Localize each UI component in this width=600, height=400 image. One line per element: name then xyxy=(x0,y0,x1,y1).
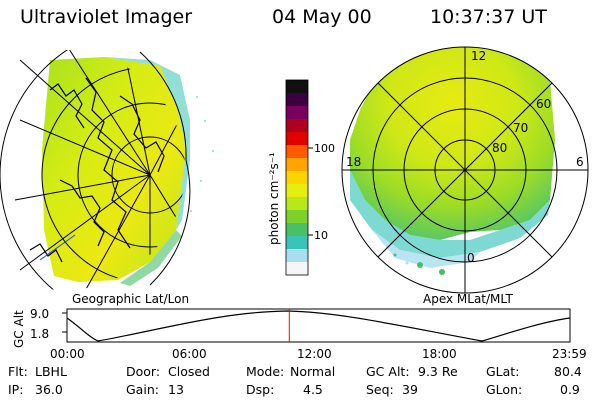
mlat-label-80: 80 xyxy=(492,141,507,155)
time-label: 10:37:37 UT xyxy=(430,6,547,28)
colorbar-segment xyxy=(286,236,308,250)
ip-value: 36.0 xyxy=(35,382,63,397)
timeline-xtick-3: 18:00 xyxy=(422,347,457,361)
colorbar-segment xyxy=(286,184,308,198)
timeline-xtick-0: 00:00 xyxy=(50,347,85,361)
colorbar-segment xyxy=(286,158,308,172)
colorbar: 100 10 photon cm⁻²s⁻¹ xyxy=(267,79,335,276)
colorbar-tick-100: 100 xyxy=(314,142,335,155)
glon-value: 0.9 xyxy=(560,382,580,397)
colorbar-segment xyxy=(286,145,308,159)
right-image-panel: 12 18 6 0 60 70 80 xyxy=(341,46,589,294)
colorbar-segment xyxy=(286,132,308,146)
timeline-xtick-4: 23:59 xyxy=(552,347,587,361)
gc-alt-label: GC Alt: xyxy=(366,364,410,379)
date-label: 04 May 00 xyxy=(272,6,372,28)
colorbar-label: photon cm⁻²s⁻¹ xyxy=(267,152,281,245)
timeline-xtick-1: 06:00 xyxy=(172,347,207,361)
glat-value: 80.4 xyxy=(554,364,582,379)
gain-value: 13 xyxy=(168,382,184,397)
colorbar-segment xyxy=(286,210,308,224)
dsp-value: 4.5 xyxy=(303,382,323,397)
door-label: Door: xyxy=(126,364,161,379)
mlt-label-12: 12 xyxy=(471,49,486,63)
seq-label: Seq: xyxy=(366,382,394,397)
instrument-title: Ultraviolet Imager xyxy=(20,6,193,28)
timeline-ytick-high: 9.0 xyxy=(30,307,49,321)
timeline-axis-label: GC Alt xyxy=(12,310,26,348)
altitude-curve xyxy=(66,310,571,342)
mode-value: Normal xyxy=(290,364,336,379)
colorbar-segment xyxy=(286,80,308,94)
timeline-xtick-2: 12:00 xyxy=(297,347,332,361)
seq-value: 39 xyxy=(402,382,418,397)
colorbar-segment xyxy=(286,93,308,107)
colorbar-segment xyxy=(286,106,308,120)
colorbar-segment xyxy=(286,119,308,133)
right-panel-label: Apex MLat/MLT xyxy=(423,292,513,306)
left-globe-limb xyxy=(139,51,191,286)
dsp-label: Dsp: xyxy=(246,382,275,397)
colorbar-segment xyxy=(286,262,308,276)
left-panel-label: Geographic Lat/Lon xyxy=(72,292,189,306)
mlt-label-0: 0 xyxy=(467,251,475,265)
ip-label: IP: xyxy=(8,382,24,397)
gain-label: Gain: xyxy=(126,382,159,397)
flt-value: LBHL xyxy=(35,364,67,379)
door-value: Closed xyxy=(168,364,210,379)
colorbar-segment xyxy=(286,223,308,237)
flt-label: Flt: xyxy=(8,364,28,379)
colorbar-segment xyxy=(286,249,308,263)
altitude-timeline: GC Alt 9.0 1.8 xyxy=(12,307,571,348)
colorbar-segment xyxy=(286,171,308,185)
glon-label: GLon: xyxy=(486,382,523,397)
left-aurora-fringe xyxy=(105,57,190,230)
colorbar-tick-10: 10 xyxy=(314,229,328,242)
right-aurora-emission xyxy=(350,47,555,240)
glat-label: GLat: xyxy=(486,364,520,379)
mode-label: Mode: xyxy=(246,364,285,379)
mlat-label-60: 60 xyxy=(536,97,551,111)
timeline-ytick-low: 1.8 xyxy=(30,327,49,341)
mlat-label-70: 70 xyxy=(513,121,528,135)
mlt-label-6: 6 xyxy=(576,155,584,169)
gc-alt-value: 9.3 Re xyxy=(418,364,458,379)
colorbar-segment xyxy=(286,197,308,211)
mlt-label-18: 18 xyxy=(346,155,361,169)
left-image-panel xyxy=(0,50,214,290)
